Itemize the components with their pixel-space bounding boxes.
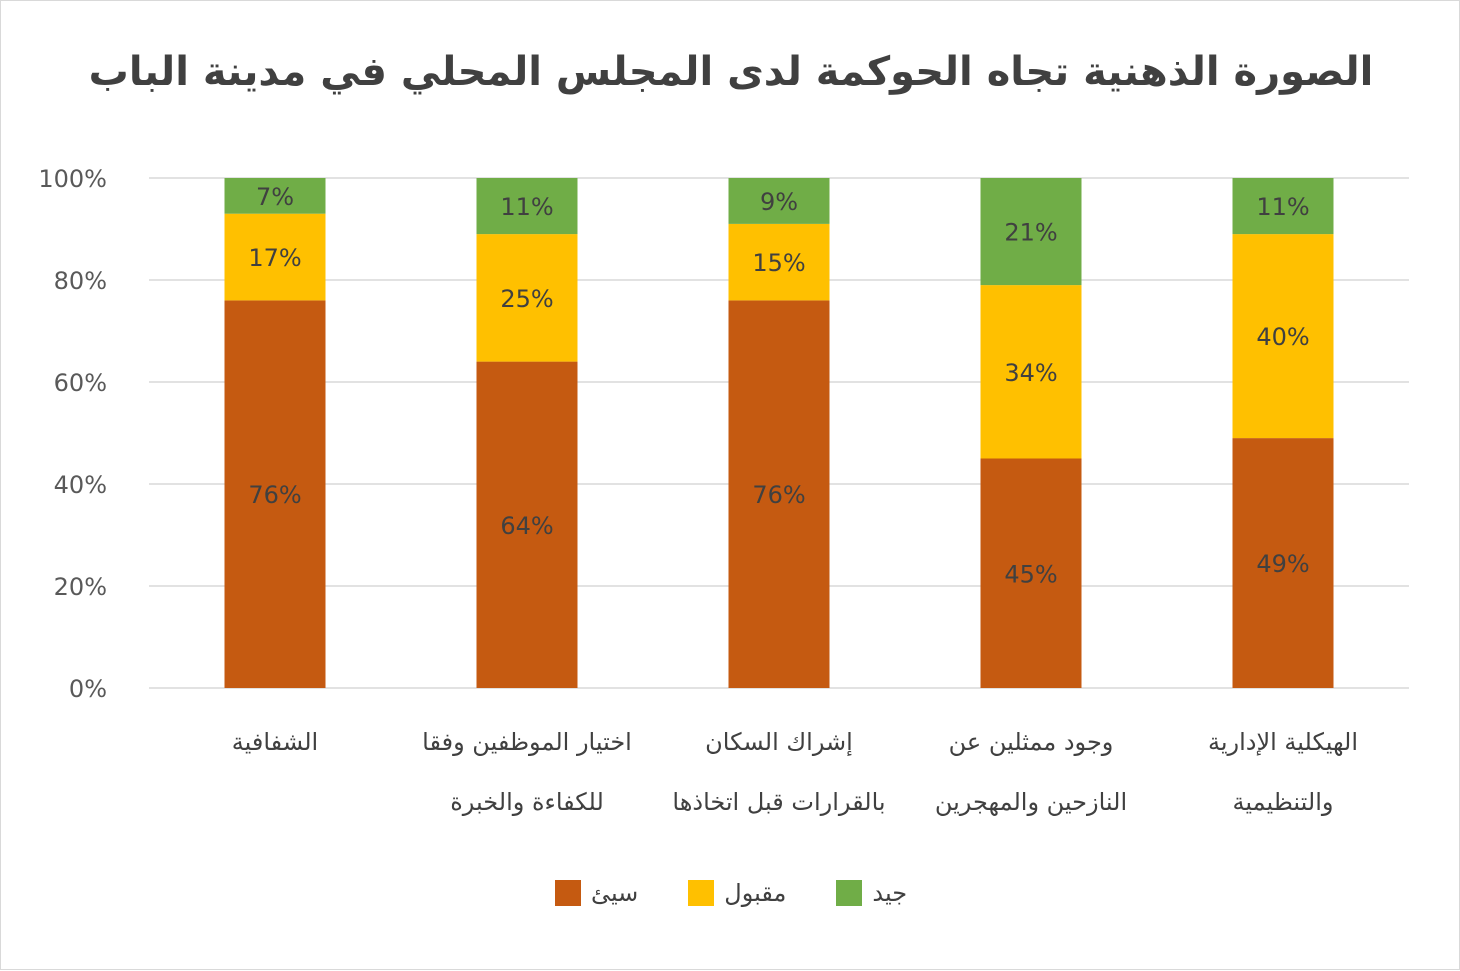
bar-segment <box>980 178 1082 286</box>
x-tick-label: للكفاءة والخبرة <box>450 788 604 816</box>
bar-segment <box>224 213 326 301</box>
x-tick-label: اختيار الموظفين وفقا <box>422 728 632 756</box>
data-label: 76% <box>248 481 301 509</box>
legend-item: سيئ <box>554 879 639 907</box>
data-label: 9% <box>760 188 798 216</box>
chart-title: الصورة الذهنية تجاه الحوكمة لدى المجلس ا… <box>88 49 1374 95</box>
legend-swatch <box>836 880 863 906</box>
bar-segment <box>728 300 830 688</box>
data-label: 76% <box>752 481 805 509</box>
legend-swatch <box>554 880 581 906</box>
y-tick-label: 40% <box>54 471 107 499</box>
data-label: 49% <box>1256 550 1309 578</box>
y-tick-label: 100% <box>38 165 107 193</box>
y-tick-label: 60% <box>54 369 107 397</box>
x-tick-label: بالقرارات قبل اتخاذها <box>672 788 885 816</box>
bar-segment <box>980 458 1082 688</box>
bar-segment <box>980 285 1082 459</box>
data-label: 64% <box>500 512 553 540</box>
bar-segment <box>224 300 326 688</box>
bar-segment <box>728 223 830 301</box>
y-tick-label: 80% <box>54 267 107 295</box>
y-tick-label: 20% <box>54 573 107 601</box>
data-label: 11% <box>1256 193 1309 221</box>
data-label: 40% <box>1256 323 1309 351</box>
x-tick-label: الهيكلية الإدارية <box>1208 728 1358 756</box>
legend-label: جيد <box>872 879 908 907</box>
bar-segment <box>476 361 578 688</box>
data-label: 45% <box>1004 560 1057 588</box>
data-label: 17% <box>248 244 301 272</box>
x-tick-label: الشفافية <box>232 728 318 756</box>
data-label: 25% <box>500 285 553 313</box>
legend-swatch <box>688 880 715 906</box>
bar-segment <box>728 178 830 224</box>
data-label: 34% <box>1004 359 1057 387</box>
bar-segment <box>1232 234 1334 439</box>
data-label: 15% <box>752 249 805 277</box>
data-label: 21% <box>1004 219 1057 247</box>
x-tick-label: والتنظيمية <box>1233 788 1334 816</box>
legend-item: مقبول <box>688 879 786 907</box>
bar-segment <box>1232 178 1334 235</box>
legend-item: جيد <box>836 879 907 907</box>
legend-label: مقبول <box>724 879 787 907</box>
data-label: 7% <box>256 183 294 211</box>
bar-segment <box>476 234 578 362</box>
x-tick-label: إشراك السكان <box>705 728 853 757</box>
data-label: 11% <box>500 193 553 221</box>
y-tick-label: 0% <box>69 675 107 703</box>
bar-segment <box>224 178 326 214</box>
x-tick-label: وجود ممثلين عن <box>949 728 1114 756</box>
x-tick-label: النازحين والمهجرين <box>935 788 1127 816</box>
bar-segment <box>1232 438 1334 688</box>
bar-segment <box>476 178 578 235</box>
chart-legend: سيئ مقبول جيد <box>1 879 1460 907</box>
legend-label: سيئ <box>590 879 639 907</box>
